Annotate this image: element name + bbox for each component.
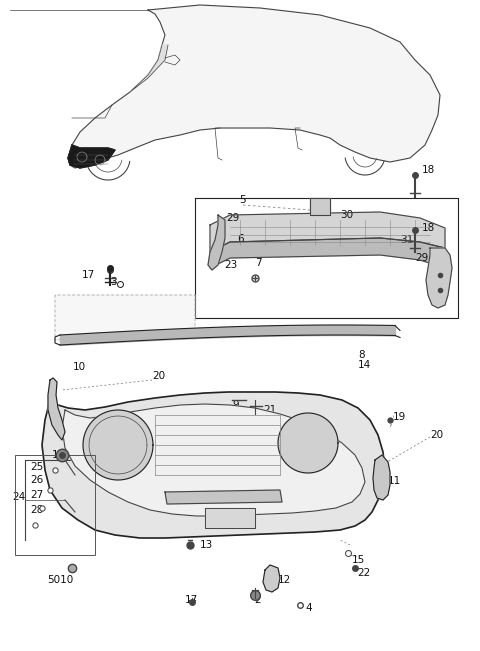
- Text: 20: 20: [152, 371, 165, 381]
- Text: 12: 12: [278, 575, 291, 585]
- Text: 5010: 5010: [47, 575, 73, 585]
- Text: 15: 15: [352, 555, 365, 565]
- Text: 14: 14: [358, 360, 371, 370]
- Text: 17: 17: [82, 270, 95, 280]
- Polygon shape: [278, 413, 338, 473]
- Polygon shape: [55, 295, 195, 340]
- Polygon shape: [130, 45, 168, 92]
- Text: 2: 2: [255, 595, 261, 605]
- Text: 27: 27: [30, 490, 43, 500]
- Text: 28: 28: [30, 505, 43, 515]
- Polygon shape: [210, 238, 445, 268]
- Text: 22: 22: [357, 568, 370, 578]
- Text: 29: 29: [415, 253, 428, 263]
- Polygon shape: [165, 490, 282, 504]
- Text: 31: 31: [400, 235, 413, 245]
- Text: 16: 16: [52, 450, 65, 460]
- Polygon shape: [426, 248, 452, 308]
- Polygon shape: [373, 455, 390, 500]
- Polygon shape: [208, 215, 225, 270]
- Text: 3: 3: [110, 277, 117, 287]
- Text: 10: 10: [73, 362, 86, 372]
- Text: 30: 30: [340, 210, 353, 220]
- Text: 7: 7: [255, 258, 262, 268]
- Text: 18: 18: [422, 165, 435, 175]
- Text: 6: 6: [237, 234, 244, 244]
- Text: 29: 29: [226, 213, 239, 223]
- Text: 11: 11: [388, 476, 401, 486]
- Polygon shape: [205, 508, 255, 528]
- Text: 26: 26: [30, 475, 43, 485]
- Text: 17: 17: [185, 595, 198, 605]
- Polygon shape: [310, 198, 330, 215]
- Polygon shape: [48, 378, 65, 440]
- Text: 19: 19: [393, 412, 406, 422]
- Polygon shape: [42, 392, 385, 538]
- Text: 9: 9: [232, 400, 239, 410]
- Text: 18: 18: [422, 223, 435, 233]
- Polygon shape: [263, 565, 280, 592]
- Text: 23: 23: [224, 260, 237, 270]
- Polygon shape: [83, 410, 153, 480]
- Polygon shape: [68, 145, 115, 168]
- Polygon shape: [62, 404, 365, 516]
- Text: 4: 4: [305, 603, 312, 613]
- Text: 5: 5: [240, 195, 246, 205]
- Text: 1: 1: [192, 410, 198, 420]
- Text: 25: 25: [30, 462, 43, 472]
- Text: 20: 20: [430, 430, 443, 440]
- Polygon shape: [210, 212, 445, 252]
- Text: 21: 21: [263, 405, 276, 415]
- Text: 24: 24: [12, 492, 25, 502]
- Text: 13: 13: [200, 540, 213, 550]
- Bar: [15, 455, 95, 555]
- Text: 8: 8: [358, 350, 365, 360]
- Polygon shape: [68, 5, 440, 168]
